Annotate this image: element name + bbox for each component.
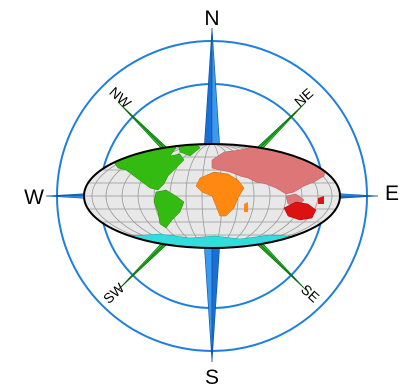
antarctica (99, 231, 331, 248)
label-ne: NE (291, 85, 316, 110)
label-e: E (385, 182, 399, 205)
label-w: W (24, 186, 44, 209)
south-america (153, 189, 185, 229)
label-n: N (204, 7, 219, 30)
world-map-icon (83, 143, 341, 249)
australia (283, 201, 317, 221)
africa (195, 171, 245, 217)
label-s: S (205, 366, 219, 389)
label-nw: NW (106, 84, 135, 112)
map-border (83, 143, 341, 249)
label-se: SE (298, 281, 323, 305)
